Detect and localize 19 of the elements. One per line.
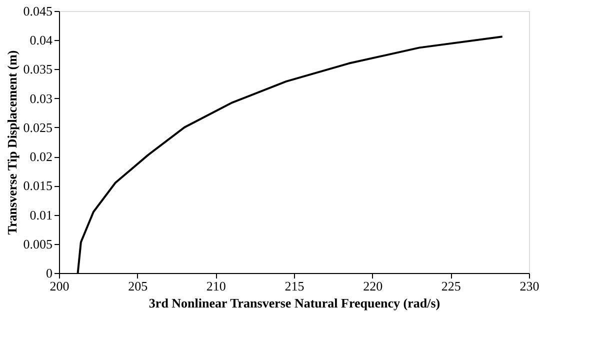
y-tick-label: 0.04 bbox=[30, 32, 53, 48]
y-tick-label: 0.005 bbox=[23, 236, 52, 252]
x-tick-label: 210 bbox=[206, 278, 226, 294]
x-tick-label: 205 bbox=[128, 278, 148, 294]
y-tick-label: 0 bbox=[46, 266, 52, 280]
y-axis-title: Transverse Tip Displacement (m) bbox=[4, 50, 20, 235]
x-tick-label: 200 bbox=[50, 278, 70, 294]
y-tick-label: 0.03 bbox=[30, 90, 52, 106]
x-axis-title: 3rd Nonlinear Transverse Natural Frequency (rad/s) bbox=[148, 296, 440, 310]
x-tick-label: 220 bbox=[363, 278, 383, 294]
y-tick-label: 0.015 bbox=[23, 178, 52, 194]
x-tick-label: 215 bbox=[284, 278, 304, 294]
y-tick-label: 0.035 bbox=[23, 62, 52, 77]
y-tick-label: 0.01 bbox=[30, 207, 52, 222]
y-tick-label: 0.02 bbox=[30, 149, 52, 164]
y-tick-label: 0.045 bbox=[23, 4, 52, 18]
x-tick-label: 225 bbox=[441, 278, 461, 294]
x-tick-label: 230 bbox=[520, 278, 540, 294]
y-tick-label: 0.025 bbox=[23, 120, 52, 135]
